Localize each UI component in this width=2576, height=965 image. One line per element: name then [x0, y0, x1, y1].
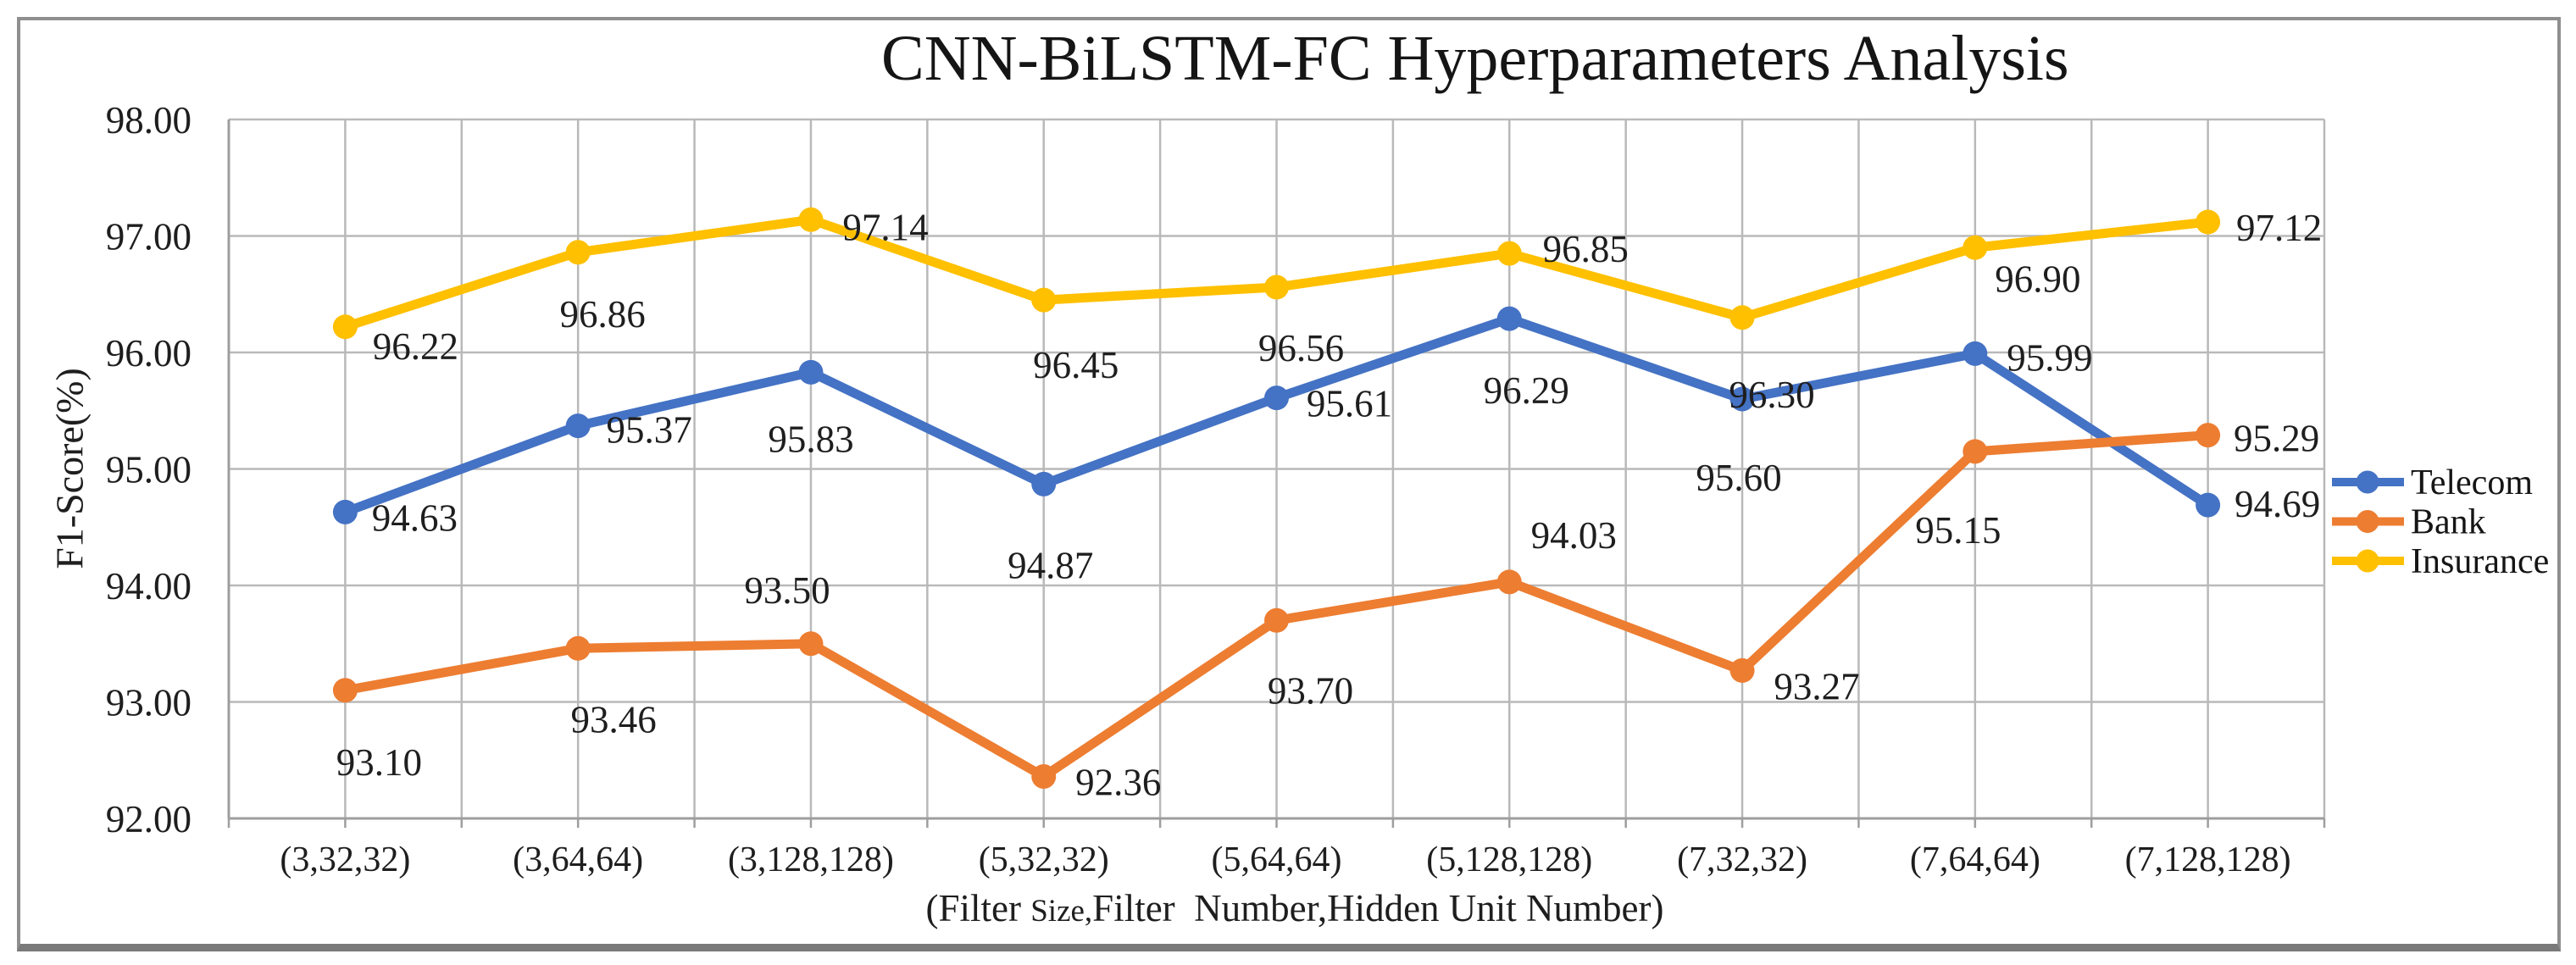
legend-marker: [2356, 549, 2379, 573]
chart-title: CNN-BiLSTM-FC Hyperparameters Analysis: [881, 23, 2069, 94]
data-label: 96.30: [1729, 374, 1814, 416]
data-point-marker-telecom: [1729, 386, 1755, 412]
legend-label-bank: Bank: [2411, 503, 2486, 542]
x-tick-label: (3,64,64): [513, 840, 643, 879]
data-point-marker-bank: [798, 631, 824, 657]
data-point-marker-telecom: [1264, 385, 1289, 411]
x-tick-label: (7,64,64): [1910, 840, 2040, 879]
data-point-marker-telecom: [1496, 306, 1522, 331]
data-label: 94.03: [1531, 514, 1617, 557]
data-label: 93.10: [336, 741, 422, 784]
data-label: 95.61: [1307, 383, 1392, 425]
x-axis-title-part-small: Size,: [1030, 894, 1093, 929]
data-point-marker-bank: [2196, 423, 2221, 448]
data-label: 92.36: [1075, 762, 1161, 804]
data-label: 95.37: [607, 409, 692, 452]
chart-outer-border: [17, 17, 2561, 951]
data-point-marker-bank: [1496, 569, 1522, 595]
data-label: 95.99: [2007, 336, 2092, 379]
y-tick-label: 95.00: [106, 449, 192, 491]
data-label: 97.14: [842, 206, 928, 248]
data-label: 97.12: [2236, 207, 2322, 249]
x-tick-label: (5,64,64): [1212, 840, 1342, 879]
data-label: 95.29: [2234, 418, 2319, 460]
x-tick-label: (7,128,128): [2125, 840, 2291, 879]
data-label: 95.60: [1696, 457, 1781, 499]
data-point-marker-bank: [332, 678, 358, 703]
data-label: 94.87: [1008, 544, 1093, 586]
data-point-marker-insurance: [798, 207, 824, 232]
y-tick-label: 97.00: [106, 216, 192, 258]
legend-label-insurance: Insurance: [2411, 542, 2549, 581]
data-point-marker-insurance: [2196, 209, 2221, 235]
x-axis-title-part: (Filter: [925, 887, 1031, 929]
data-point-marker-bank: [1729, 657, 1755, 683]
data-label: 93.70: [1268, 669, 1353, 712]
y-tick-label: 93.00: [106, 682, 192, 724]
data-label: 94.69: [2235, 483, 2320, 525]
data-point-marker-insurance: [1963, 235, 1988, 260]
data-label: 94.63: [372, 496, 458, 539]
legend-label-telecom: Telecom: [2411, 463, 2533, 502]
data-label: 96.86: [560, 293, 646, 336]
data-label: 96.29: [1484, 369, 1569, 412]
data-point-marker-bank: [565, 635, 591, 661]
data-point-marker-insurance: [1264, 275, 1289, 300]
data-label: 93.50: [744, 569, 830, 612]
y-tick-label: 98.00: [106, 99, 192, 141]
data-label: 96.56: [1258, 327, 1344, 369]
y-tick-label: 94.00: [106, 565, 192, 607]
y-tick-label: 92.00: [106, 798, 192, 840]
data-label: 96.85: [1543, 228, 1629, 270]
x-tick-label: (3,128,128): [728, 840, 894, 879]
data-point-marker-telecom: [1031, 471, 1057, 496]
data-point-marker-insurance: [332, 314, 358, 340]
data-point-marker-telecom: [1963, 341, 1988, 366]
data-point-marker-telecom: [2196, 492, 2221, 518]
y-axis-title: F1-Score(%): [47, 368, 92, 569]
data-label: 93.27: [1774, 665, 1859, 707]
y-tick-label: 96.00: [106, 332, 192, 374]
data-label: 95.83: [768, 418, 853, 460]
data-point-marker-bank: [1031, 764, 1057, 789]
legend-marker: [2356, 510, 2379, 533]
data-label: 95.15: [1915, 509, 2001, 552]
x-tick-label: (5,128,128): [1426, 840, 1592, 879]
data-point-marker-insurance: [1729, 305, 1755, 330]
data-point-marker-bank: [1264, 607, 1289, 633]
data-label: 96.45: [1033, 344, 1119, 386]
data-point-marker-telecom: [565, 413, 591, 439]
data-point-marker-telecom: [332, 499, 358, 524]
x-tick-label: (3,32,32): [280, 840, 410, 879]
x-axis-title-part: Filter Number,Hidden Unit Number): [1092, 887, 1664, 929]
data-point-marker-bank: [1963, 439, 1988, 464]
data-label: 93.46: [571, 698, 657, 740]
x-tick-label: (5,32,32): [979, 840, 1109, 879]
data-label: 96.22: [373, 325, 458, 368]
data-point-marker-insurance: [565, 240, 591, 265]
data-point-marker-telecom: [798, 359, 824, 385]
x-tick-label: (7,32,32): [1677, 840, 1807, 879]
legend-marker: [2356, 470, 2379, 494]
data-label: 96.90: [1995, 258, 2080, 300]
data-point-marker-insurance: [1031, 287, 1057, 313]
data-point-marker-insurance: [1496, 241, 1522, 266]
x-axis-title: (Filter Size,Filter Number,Hidden Unit N…: [925, 886, 1663, 930]
